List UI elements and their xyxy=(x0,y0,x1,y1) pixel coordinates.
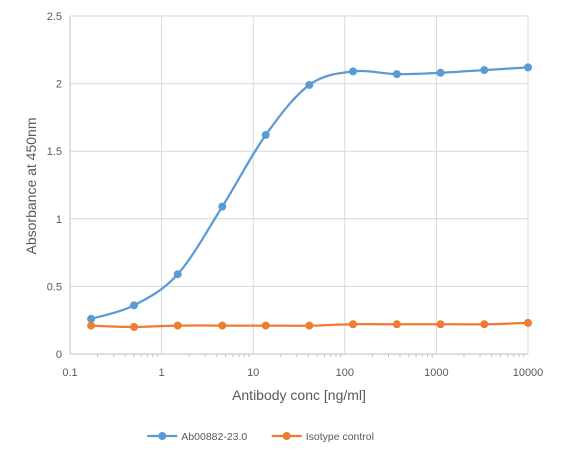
y-tick-label: 0.5 xyxy=(47,281,62,293)
x-tick-label: 1000 xyxy=(424,367,448,379)
data-point xyxy=(480,320,489,329)
data-point xyxy=(173,321,182,330)
data-point xyxy=(392,320,401,329)
legend: Ab00882-23.0 Isotype control xyxy=(147,431,374,443)
data-point xyxy=(261,130,270,139)
data-point xyxy=(436,320,445,329)
y-tick-label: 2 xyxy=(56,79,62,91)
legend-swatch-marker xyxy=(158,432,167,440)
y-axis-title: Absorbance at 450nm xyxy=(23,118,39,255)
legend-label: Ab00882-23.0 xyxy=(181,431,247,443)
data-point xyxy=(436,68,445,77)
data-point xyxy=(130,322,139,331)
data-point xyxy=(130,301,139,310)
series-line xyxy=(90,66,529,320)
data-point xyxy=(218,321,227,330)
x-tick-label: 1 xyxy=(159,367,165,379)
data-point xyxy=(87,321,96,330)
y-tick-label: 2.5 xyxy=(47,11,62,23)
data-point xyxy=(305,321,314,330)
data-point xyxy=(305,80,314,89)
axes xyxy=(69,16,528,357)
legend-swatch-marker xyxy=(282,432,291,440)
legend-label: Isotype control xyxy=(306,431,374,443)
x-axis-title: Antibody conc [ng/ml] xyxy=(232,387,366,403)
x-tick-label: 10000 xyxy=(513,367,544,379)
data-point xyxy=(261,321,270,330)
data-point xyxy=(524,63,532,72)
data-point xyxy=(173,270,182,279)
x-tick-label: 0.1 xyxy=(62,367,77,379)
data-point xyxy=(349,320,358,329)
series-layer xyxy=(87,63,532,331)
data-point xyxy=(218,202,227,211)
series-1 xyxy=(87,63,532,323)
data-point xyxy=(480,66,489,75)
y-tick-label: 1.5 xyxy=(47,146,62,158)
data-point xyxy=(392,70,401,79)
data-point xyxy=(349,67,358,76)
x-tick-label: 100 xyxy=(336,367,354,379)
y-tick-label: 1 xyxy=(56,214,62,226)
data-point xyxy=(524,318,532,327)
tick-labels: 0 0.5 1 1.5 2 2.5 0.1 1 10 100 1000 10000 xyxy=(47,11,544,379)
y-tick-label: 0 xyxy=(56,349,62,361)
data-point xyxy=(87,314,96,323)
legend-item: Isotype control xyxy=(271,431,374,443)
series-2 xyxy=(87,318,532,331)
gridlines xyxy=(70,15,529,354)
legend-item: Ab00882-23.0 xyxy=(147,431,247,443)
x-tick-label: 10 xyxy=(247,367,259,379)
